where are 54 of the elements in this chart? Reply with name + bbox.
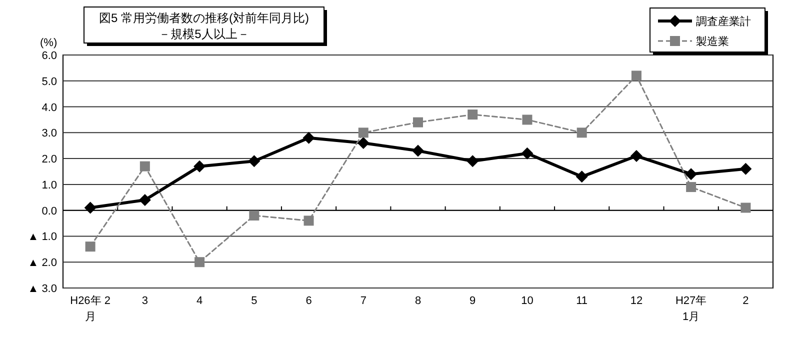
point xyxy=(138,194,151,206)
point xyxy=(358,128,368,138)
y-tick-label: 3.0 xyxy=(42,128,57,140)
point xyxy=(84,202,96,214)
point xyxy=(194,160,206,172)
x-tick-label: 11 xyxy=(576,295,588,307)
y-tick-label: 1.0 xyxy=(42,179,57,192)
y-tick-label: 2.0 xyxy=(42,154,57,166)
point xyxy=(468,110,478,120)
chart-subtitle: －規模5人以上－ xyxy=(158,27,250,41)
y-tick-label: 0.0 xyxy=(42,205,57,218)
point xyxy=(249,210,260,221)
y-tick-label: ▲ 1.0 xyxy=(28,231,57,244)
point xyxy=(357,137,370,150)
point xyxy=(631,70,642,81)
point xyxy=(304,216,314,226)
point xyxy=(576,170,588,183)
point xyxy=(413,117,423,128)
y-axis-title: (%) xyxy=(40,37,58,49)
point xyxy=(412,144,424,157)
point xyxy=(85,242,96,252)
y-tick-label: ▲ 2.0 xyxy=(28,257,57,270)
point xyxy=(630,150,642,162)
point xyxy=(740,162,752,175)
y-tick-label: ▲ 3.0 xyxy=(28,283,57,295)
x-tick-label: 12 xyxy=(630,295,643,307)
y-tick-label: 5.0 xyxy=(42,76,57,88)
x-tick-label: 9 xyxy=(470,295,476,307)
legend-label: 製造業 xyxy=(696,35,729,48)
point xyxy=(576,128,587,138)
y-tick-label: 4.0 xyxy=(42,102,57,114)
x-tick-label: H26年 2 月 xyxy=(70,295,110,323)
point xyxy=(466,155,479,168)
point xyxy=(248,155,260,168)
point xyxy=(740,202,751,213)
point xyxy=(685,168,698,180)
point xyxy=(686,182,696,192)
point xyxy=(521,147,534,160)
point xyxy=(302,132,315,144)
point xyxy=(194,257,205,268)
x-tick-label: 8 xyxy=(414,295,422,307)
y-tick-label: 6.0 xyxy=(42,50,57,62)
point xyxy=(522,114,532,125)
x-tick-label: 2 xyxy=(742,295,749,307)
chart-title: 図5 常用労働者数の推移(対前年同月比) xyxy=(99,11,310,25)
x-tick-label: 5 xyxy=(251,295,258,307)
legend-label: 調査産業計 xyxy=(696,15,751,28)
x-tick-label: 10 xyxy=(521,295,534,307)
x-tick-label: 3 xyxy=(142,295,148,307)
x-tick-label: H27年 1月 xyxy=(675,295,707,323)
x-tick-label: 4 xyxy=(196,295,203,307)
point xyxy=(140,161,150,172)
x-tick-label: 6 xyxy=(306,295,312,307)
x-tick-label: 7 xyxy=(360,295,366,307)
